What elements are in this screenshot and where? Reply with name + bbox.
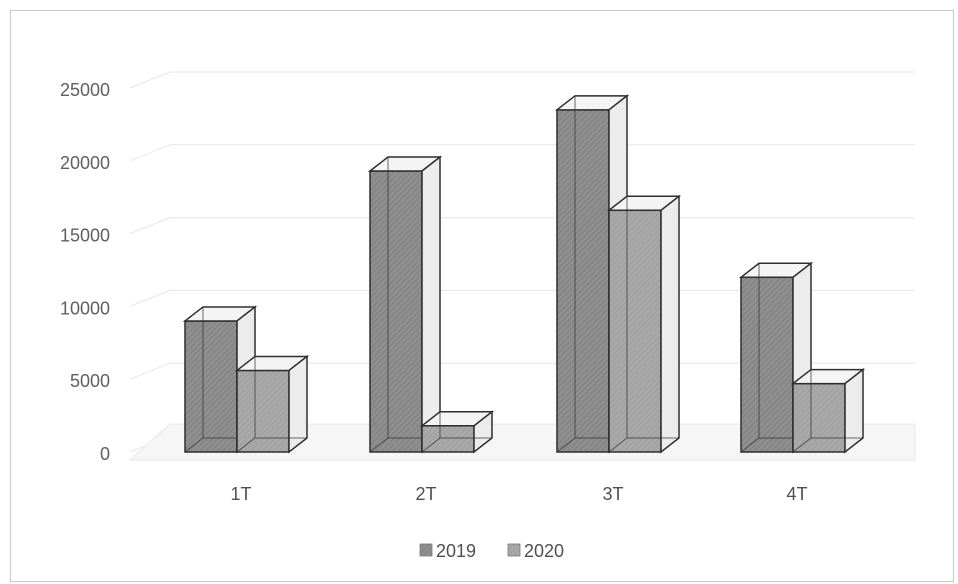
y-tick-label: 15000 (60, 226, 110, 246)
legend-swatch (419, 543, 433, 557)
legend-item-2019: 2019 (419, 541, 476, 561)
y-tick-label: 25000 (60, 80, 110, 100)
gridline-slant (129, 71, 171, 89)
legend-swatch (507, 543, 521, 557)
legend-label: 2019 (436, 541, 476, 561)
legend-label: 2020 (524, 541, 564, 561)
y-tick-label: 0 (100, 444, 110, 464)
gridline-slant (129, 362, 171, 380)
y-tick-label: 10000 (60, 298, 110, 318)
bar-2020-1T (234, 354, 310, 454)
x-tick-label: 4T (786, 484, 807, 504)
bar-2019-2T (367, 155, 443, 454)
floor-plane (128, 423, 916, 461)
y-tick-label: 20000 (60, 153, 110, 173)
bars (182, 94, 866, 454)
y-axis-ticks: 0 5000 10000 15000 20000 25000 (60, 80, 110, 464)
x-tick-label: 1T (230, 484, 251, 504)
x-tick-label: 2T (415, 484, 436, 504)
bar-2020-2T (419, 410, 495, 454)
y-tick-label: 5000 (70, 371, 110, 391)
legend-item-2020: 2020 (507, 541, 564, 561)
gridline-slant (129, 289, 171, 307)
bar-2020-4T (790, 368, 866, 454)
x-axis-ticks: 1T 2T 3T 4T (230, 484, 807, 504)
gridline-slant (129, 144, 171, 162)
chart-floor (128, 423, 916, 461)
x-tick-label: 3T (602, 484, 623, 504)
gridline-slant (129, 217, 171, 235)
legend: 2019 2020 (419, 541, 564, 561)
bar-2020-3T (606, 194, 682, 454)
